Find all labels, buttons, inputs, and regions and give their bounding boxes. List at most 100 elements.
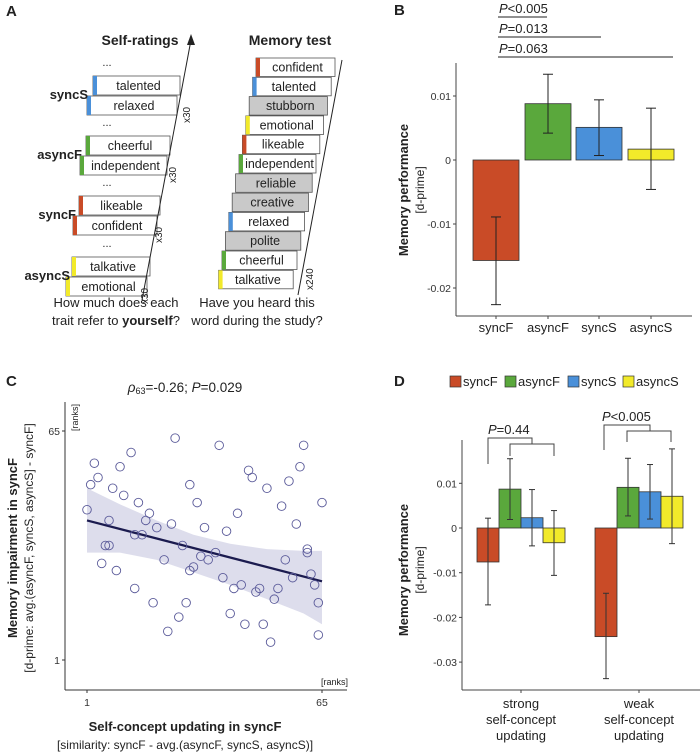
word-label: reliable xyxy=(256,176,296,190)
x-tick-label: self-concept xyxy=(486,712,556,727)
color-tag-syncS xyxy=(87,96,91,115)
x-tick-label: updating xyxy=(614,728,664,743)
scatter-point xyxy=(144,508,155,519)
scatter-point xyxy=(115,462,125,472)
ellipsis: ... xyxy=(102,117,111,129)
rho-value: =-0.26; xyxy=(145,380,191,395)
x-axis-title: Self-concept updating in syncF xyxy=(89,719,282,734)
y-tick-label: -0.01 xyxy=(427,219,451,231)
color-tag-asyncS xyxy=(66,277,70,296)
scatter-point xyxy=(247,472,257,483)
scatter-point xyxy=(199,522,210,533)
word-label: independent xyxy=(91,159,160,173)
rho-subscript: 63 xyxy=(135,386,145,396)
p-value: =0.063 xyxy=(508,41,548,56)
self-ratings-question-line1: How much does each xyxy=(53,295,178,310)
scatter-point xyxy=(104,540,114,551)
y-tick-label: -0.01 xyxy=(433,568,457,580)
scatter-point xyxy=(174,612,184,622)
word-label: cheerful xyxy=(239,254,283,268)
word-label: creative xyxy=(250,196,294,210)
scatter-point xyxy=(317,497,327,508)
condition-label-asyncS: asyncS xyxy=(24,268,70,283)
word-card-distractor xyxy=(224,231,302,251)
p-italic: P xyxy=(488,422,497,437)
x-axis-subtitle: [similarity: syncF - avg.(asyncF, syncS,… xyxy=(57,738,313,752)
panel-letter-c: C xyxy=(6,373,17,390)
scatter-point xyxy=(273,583,283,594)
scatter-point xyxy=(221,526,232,536)
regression-line xyxy=(86,519,323,583)
self-ratings-stack: ... talented relaxed syncS x30... cheerful ind… xyxy=(24,34,195,304)
legend-label-asyncS: asyncS xyxy=(636,374,679,389)
y-tick-label: 1 xyxy=(54,655,60,667)
word-label: confident xyxy=(272,61,323,75)
scatter-point xyxy=(133,497,144,508)
x-tick-label: 65 xyxy=(316,697,328,709)
question-end: ? xyxy=(173,313,180,328)
scatter-point xyxy=(177,540,188,551)
scatter-point xyxy=(302,544,313,554)
y-unit-label: [ranks] xyxy=(70,404,80,431)
x-tick-label: syncF xyxy=(479,320,514,335)
repeat-label: x240 xyxy=(305,268,316,290)
p-italic: P xyxy=(192,380,201,395)
scatter-point xyxy=(107,483,118,494)
color-tag-asyncF xyxy=(86,136,90,155)
p-value: =0.013 xyxy=(508,21,548,36)
color-tag-syncS xyxy=(228,212,233,231)
repeat-label: x30 xyxy=(140,287,151,304)
p-italic: P xyxy=(499,21,508,36)
memory-test-stack: confident talented stubborn emotional likeab… xyxy=(218,57,343,296)
word-label: cheerful xyxy=(108,139,152,153)
y-axis-title: Memory performance xyxy=(396,504,411,636)
scatter-point xyxy=(225,608,235,619)
scatter-point xyxy=(152,522,162,533)
y-axis-subtitle: [d-prime: avg.(asyncF, syncS, asyncS] - … xyxy=(22,423,36,672)
memory-test-question-line1: Have you heard this xyxy=(199,295,315,310)
scatter-point xyxy=(284,476,294,486)
word-label: talented xyxy=(116,79,161,93)
legend-swatch-syncS xyxy=(567,375,580,388)
y-axis-subtitle: [d-prime] xyxy=(413,166,427,213)
word-label: talkative xyxy=(235,273,281,287)
scatter-point xyxy=(302,547,313,558)
legend-label-syncS: syncS xyxy=(581,374,617,389)
bracket-inner xyxy=(626,430,672,442)
word-label: talkative xyxy=(90,260,136,274)
color-tag-asyncS xyxy=(72,257,76,276)
ellipsis: ... xyxy=(102,238,111,250)
color-tag-syncF xyxy=(256,58,260,77)
word-label: talented xyxy=(272,80,317,94)
chart-title: ρ63=-0.26; P=0.029 xyxy=(127,380,243,396)
word-label: likeable xyxy=(100,199,142,213)
word-label: independent xyxy=(245,157,314,171)
x-tick-label: self-concept xyxy=(604,712,674,727)
scatter-point xyxy=(236,580,246,590)
p-italic: P xyxy=(499,1,508,16)
p-value: <0.005 xyxy=(508,1,548,16)
scatter-point xyxy=(96,558,107,569)
y-tick-label: 0.01 xyxy=(437,478,458,490)
panel-letter-a: A xyxy=(6,3,17,20)
scatter-point xyxy=(148,598,158,608)
scatter-point xyxy=(163,626,173,637)
significance-label: P<0.005 xyxy=(499,1,548,16)
scatter-point xyxy=(185,565,195,576)
word-label: likeable xyxy=(262,138,304,152)
condition-label-syncF: syncF xyxy=(38,207,76,222)
scatter-point xyxy=(181,598,191,608)
repeat-label: x30 xyxy=(168,166,179,183)
word-label: confident xyxy=(92,219,143,233)
scatter-point xyxy=(203,555,213,565)
bracket-inner xyxy=(509,443,555,456)
y-tick-label: -0.03 xyxy=(433,657,457,669)
condition-label-asyncF: asyncF xyxy=(37,147,82,162)
scatter-point xyxy=(251,587,261,597)
scatter-point xyxy=(287,572,298,583)
scatter-point xyxy=(214,440,224,451)
word-card-distractor xyxy=(235,173,313,193)
rho-symbol: ρ xyxy=(127,380,136,395)
scatter-point xyxy=(137,530,147,540)
